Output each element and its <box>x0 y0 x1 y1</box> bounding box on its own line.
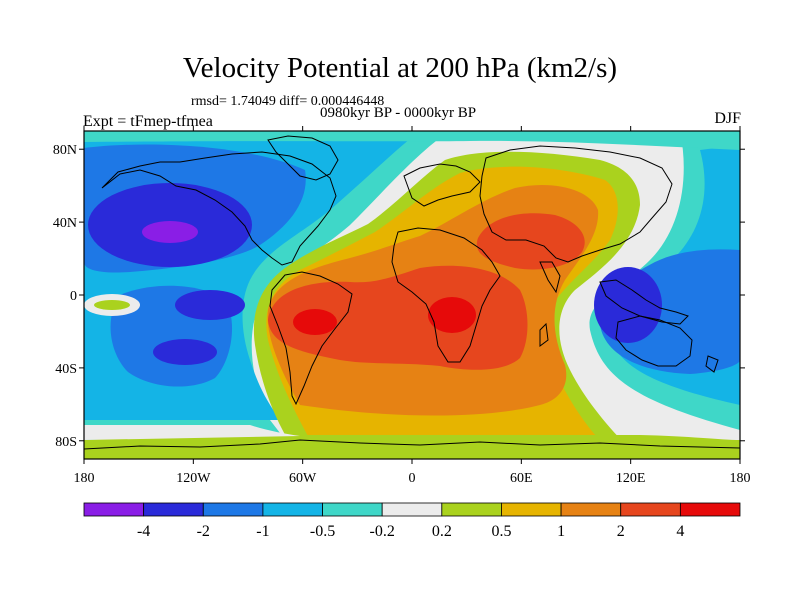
yellow-region-antarctic <box>84 433 740 459</box>
red-orange-region-atlantic-africa <box>268 265 528 370</box>
colorbar-swatch <box>620 502 681 517</box>
colorbar-label: 4 <box>676 523 684 540</box>
colorbar-label: -0.2 <box>370 523 395 540</box>
colorbar-label: 0.5 <box>491 523 511 540</box>
dark-blue-region-maritime <box>594 267 662 343</box>
colorbar-label: -1 <box>256 523 269 540</box>
lat-tick-label: 80N <box>53 143 77 158</box>
colorbar-swatch <box>202 502 264 517</box>
longitude-axis: 180 120W 60W 0 60E 120E 180 <box>74 126 751 486</box>
colorbar-swatch <box>83 502 145 517</box>
latitude-axis: 80N 40N 0 40S 80S <box>53 143 745 450</box>
coastlines <box>84 135 740 450</box>
dark-blue-region-south-pacific <box>153 339 217 365</box>
purple-region-north-pacific <box>142 221 198 243</box>
colorbar-swatch <box>501 502 562 517</box>
colorbar-label: 0.2 <box>432 523 452 540</box>
colorbar-label: -2 <box>197 523 210 540</box>
cyan-region-arctic <box>84 131 740 150</box>
lat-tick-label: 80S <box>55 435 77 450</box>
colorbar: -4 -2 -1 -0.5 -0.2 0.2 0.5 1 2 4 <box>83 502 741 540</box>
contour-field <box>84 131 740 459</box>
lon-tick-label: 180 <box>74 471 95 486</box>
colorbar-label: 2 <box>617 523 625 540</box>
lon-tick-label: 180 <box>730 471 751 486</box>
colorbar-label: -0.5 <box>310 523 335 540</box>
colorbar-swatch <box>679 502 741 517</box>
dark-blue-region-tropical-pacific <box>175 290 245 320</box>
colorbar-swatch <box>322 502 383 517</box>
colorbar-swatch <box>381 502 443 517</box>
red-region-south-america <box>293 309 337 335</box>
colorbar-label: -4 <box>137 523 150 540</box>
lon-tick-label: 0 <box>409 471 416 486</box>
lat-tick-label: 40N <box>53 216 77 231</box>
yellow-lens-east-pacific <box>94 300 130 310</box>
lon-tick-label: 120E <box>616 471 646 486</box>
colorbar-swatch <box>441 502 502 517</box>
lon-tick-label: 60W <box>289 471 317 486</box>
colorbar-swatch <box>262 502 323 517</box>
lon-tick-label: 120W <box>176 471 211 486</box>
lat-tick-label: 0 <box>70 289 77 304</box>
lon-tick-label: 60E <box>510 471 533 486</box>
season-label: DJF <box>714 110 741 127</box>
lat-tick-label: 40S <box>55 362 77 377</box>
white-band-south-pacific <box>84 425 300 440</box>
colorbar-swatch <box>143 502 204 517</box>
colorbar-label: 1 <box>557 523 565 540</box>
experiment-label: Expt = tFmep-tfmea <box>83 113 213 130</box>
period-label: 0980kyr BP - 0000kyr BP <box>320 105 477 121</box>
red-region-africa <box>428 297 476 333</box>
colorbar-swatch <box>560 502 622 517</box>
map-title: Velocity Potential at 200 hPa (km2/s) <box>182 52 618 84</box>
stats-label: rmsd= 1.74049 diff= 0.000446448 <box>191 94 385 109</box>
